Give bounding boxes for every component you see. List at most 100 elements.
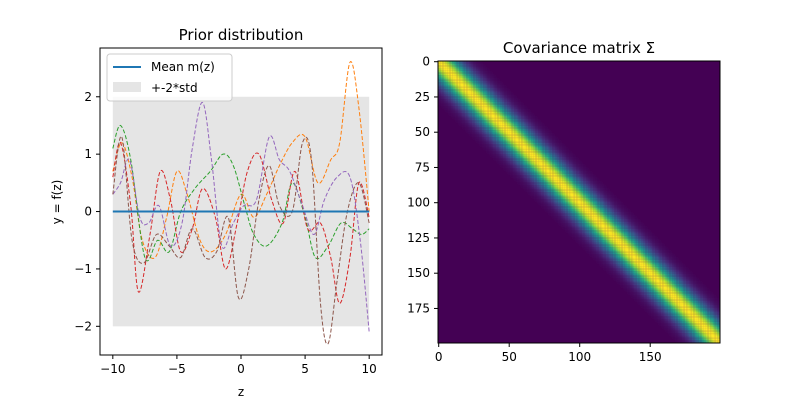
heatmap-cell	[474, 84, 477, 87]
heatmap-cell	[529, 125, 532, 128]
heatmap-cell	[563, 161, 565, 163]
heatmap-cell	[539, 182, 541, 184]
heatmap-cell	[540, 144, 543, 146]
heatmap-cell	[505, 99, 508, 101]
heatmap-cell	[533, 132, 536, 135]
heatmap-cell	[459, 100, 461, 102]
heatmap-cell	[456, 104, 458, 107]
heatmap-cell	[546, 147, 549, 149]
heatmap-cell	[500, 134, 502, 136]
heatmap-cell	[526, 135, 529, 138]
heatmap-cell	[566, 159, 568, 162]
heatmap-cell	[559, 180, 561, 183]
heatmap-cell	[492, 154, 495, 156]
heatmap-cell	[524, 173, 526, 176]
heatmap-cell	[490, 111, 492, 114]
heatmap-cell	[577, 161, 580, 163]
heatmap-cell	[547, 176, 550, 179]
heatmap-cell	[446, 103, 448, 105]
heatmap-cell	[460, 84, 463, 87]
heatmap-cell	[531, 159, 533, 162]
heatmap-cell	[556, 180, 558, 183]
heatmap-cell	[563, 155, 565, 157]
heatmap-cell	[563, 151, 565, 153]
heatmap-cell	[491, 149, 494, 152]
heatmap-cell	[519, 156, 522, 159]
heatmap-cell	[488, 131, 491, 133]
heatmap-cell	[445, 110, 447, 112]
heatmap-cell	[480, 76, 482, 78]
heatmap-cell	[543, 137, 546, 139]
heatmap-cell	[471, 62, 474, 64]
heatmap-cell	[552, 172, 554, 174]
heatmap-cell	[473, 103, 475, 105]
heatmap-cell	[518, 170, 520, 173]
heatmap-cell	[564, 161, 567, 163]
heatmap-cell	[529, 121, 532, 124]
heatmap-cell	[516, 107, 519, 109]
heatmap-cell	[471, 137, 474, 139]
heatmap-cell	[595, 176, 598, 179]
heatmap-cell	[542, 155, 544, 157]
heatmap-cell	[508, 144, 510, 146]
heatmap-cell	[507, 165, 509, 167]
heatmap-cell	[532, 123, 534, 125]
heatmap-cell	[546, 165, 549, 167]
heatmap-cell	[477, 84, 479, 87]
heatmap-cell	[443, 93, 446, 95]
heatmap-cell	[504, 101, 506, 104]
heatmap-cell	[526, 175, 529, 177]
heatmap-cell	[453, 63, 455, 66]
heatmap-cell	[466, 103, 468, 105]
heatmap-cell	[508, 113, 510, 115]
heatmap-cell	[463, 100, 465, 102]
heatmap-cell	[466, 120, 468, 122]
heatmap-cell	[461, 86, 464, 88]
heatmap-cell	[481, 123, 484, 125]
heatmap-cell	[552, 158, 554, 160]
heatmap-cell	[574, 178, 577, 180]
heatmap-cell	[438, 101, 440, 104]
heatmap-cell	[560, 166, 563, 169]
heatmap-cell	[532, 182, 534, 184]
heatmap-cell	[466, 114, 468, 117]
heatmap-cell	[526, 155, 529, 157]
heatmap-cell	[573, 155, 575, 157]
heatmap-cell	[494, 125, 496, 128]
heatmap-cell	[494, 130, 496, 132]
heatmap-cell	[501, 144, 503, 146]
heatmap-cell	[466, 84, 468, 87]
heatmap-cell	[529, 183, 532, 186]
heatmap-cell	[579, 179, 581, 181]
heatmap-cell	[498, 154, 501, 156]
heatmap-cell	[492, 123, 495, 125]
heatmap-cell	[477, 118, 479, 121]
heatmap-cell	[540, 152, 543, 155]
heatmap-cell	[519, 144, 522, 146]
heatmap-cell	[518, 120, 520, 122]
heatmap-cell	[452, 97, 454, 100]
heatmap-cell	[509, 139, 512, 142]
heatmap-cell	[490, 123, 492, 125]
heatmap-cell	[507, 87, 509, 90]
heatmap-cell	[524, 176, 526, 179]
heatmap-cell	[543, 124, 546, 126]
heatmap-cell	[556, 176, 558, 179]
heatmap-cell	[584, 168, 587, 170]
heatmap-cell	[467, 108, 470, 111]
heatmap-cell	[469, 128, 471, 131]
heatmap-cell	[501, 101, 503, 104]
heatmap-cell	[484, 134, 486, 136]
heatmap-cell	[490, 130, 492, 132]
heatmap-cell	[456, 69, 458, 71]
heatmap-cell	[487, 93, 489, 95]
heatmap-cell	[477, 99, 479, 101]
heatmap-cell	[484, 137, 486, 139]
heatmap-cell	[522, 163, 525, 166]
heatmap-cell	[445, 101, 447, 104]
heatmap-cell	[535, 148, 537, 150]
heatmap-cell	[469, 82, 471, 84]
heatmap-cell	[515, 131, 518, 133]
heatmap-cell	[491, 135, 494, 138]
heatmap-cell	[504, 151, 506, 153]
